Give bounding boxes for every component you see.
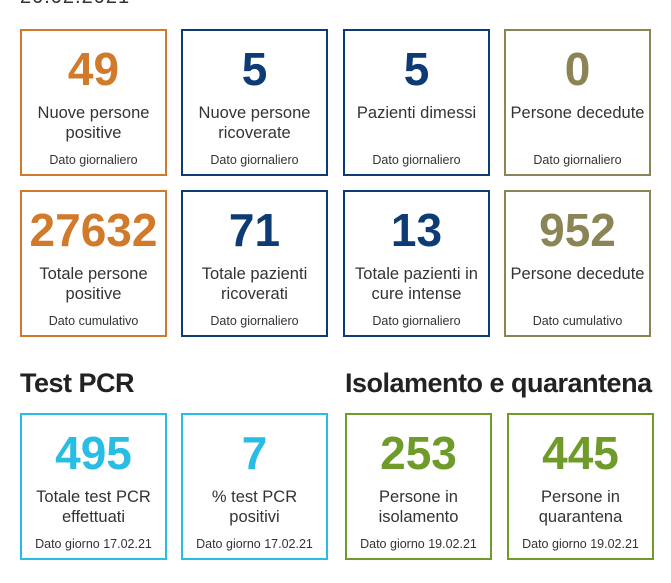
card-value: 5 [403, 43, 430, 95]
section-title-test-pcr: Test PCR [20, 368, 135, 398]
card-subtitle: Dato giorno 19.02.21 [522, 537, 639, 551]
card-subtitle: Dato giornaliero [533, 153, 622, 167]
card-label: Nuove persone positive [37, 104, 150, 142]
card-subtitle: Dato giornaliero [372, 314, 461, 328]
card-subtitle: Dato giorno 17.02.21 [196, 537, 313, 551]
card-subtitle: Dato giorno 19.02.21 [360, 537, 477, 551]
card-isolation: 253 Persone in isolamento Dato giorno 19… [345, 413, 492, 560]
card-subtitle: Dato giornaliero [372, 153, 461, 167]
card-label: % test PCR positivi [211, 488, 298, 526]
section-title-isolation: Isolamento e quarantena [345, 368, 652, 398]
card-quarantine: 445 Persone in quarantena Dato giorno 19… [507, 413, 654, 560]
card-subtitle: Dato cumulativo [48, 314, 139, 328]
card-new-deceased: 0 Persone decedute Dato giornaliero [504, 29, 651, 176]
card-subtitle: Dato cumulativo [532, 314, 623, 328]
card-label: Persone in quarantena [538, 488, 623, 526]
card-label: Totale pazienti ricoverati [201, 265, 308, 303]
card-total-positive: 27632 Totale persone positive Dato cumul… [20, 190, 167, 337]
card-label: Persone decedute [510, 265, 645, 283]
card-value: 27632 [29, 204, 158, 256]
card-label: Totale persone positive [39, 265, 148, 303]
card-label: Persone decedute [510, 104, 645, 122]
card-value: 49 [67, 43, 120, 95]
card-label: Persone in isolamento [378, 488, 459, 526]
card-value: 495 [55, 427, 132, 479]
card-label: Totale test PCR effettuati [36, 488, 151, 526]
report-date: 20.02.2021 [20, 0, 130, 9]
card-value: 253 [380, 427, 457, 479]
card-new-positive: 49 Nuove persone positive Dato giornalie… [20, 29, 167, 176]
card-value: 13 [390, 204, 443, 256]
card-subtitle: Dato giornaliero [49, 153, 138, 167]
card-total-pcr-tests: 495 Totale test PCR effettuati Dato gior… [20, 413, 167, 560]
card-value: 5 [241, 43, 268, 95]
card-subtitle: Dato giornaliero [210, 314, 299, 328]
card-subtitle: Dato giorno 17.02.21 [35, 537, 152, 551]
card-subtitle: Dato giornaliero [210, 153, 299, 167]
card-new-hospitalized: 5 Nuove persone ricoverate Dato giornali… [181, 29, 328, 176]
card-label: Pazienti dimessi [356, 104, 477, 122]
card-discharged: 5 Pazienti dimessi Dato giornaliero [343, 29, 490, 176]
card-total-deceased: 952 Persone decedute Dato cumulativo [504, 190, 651, 337]
card-value: 445 [542, 427, 619, 479]
card-value: 7 [241, 427, 268, 479]
card-value: 0 [564, 43, 591, 95]
card-total-hospitalized: 71 Totale pazienti ricoverati Dato giorn… [181, 190, 328, 337]
card-pcr-positive-percent: 7 % test PCR positivi Dato giorno 17.02.… [181, 413, 328, 560]
card-intensive-care: 13 Totale pazienti in cure intense Dato … [343, 190, 490, 337]
card-label: Totale pazienti in cure intense [355, 265, 478, 303]
card-value: 952 [539, 204, 616, 256]
card-label: Nuove persone ricoverate [198, 104, 311, 142]
card-value: 71 [228, 204, 281, 256]
